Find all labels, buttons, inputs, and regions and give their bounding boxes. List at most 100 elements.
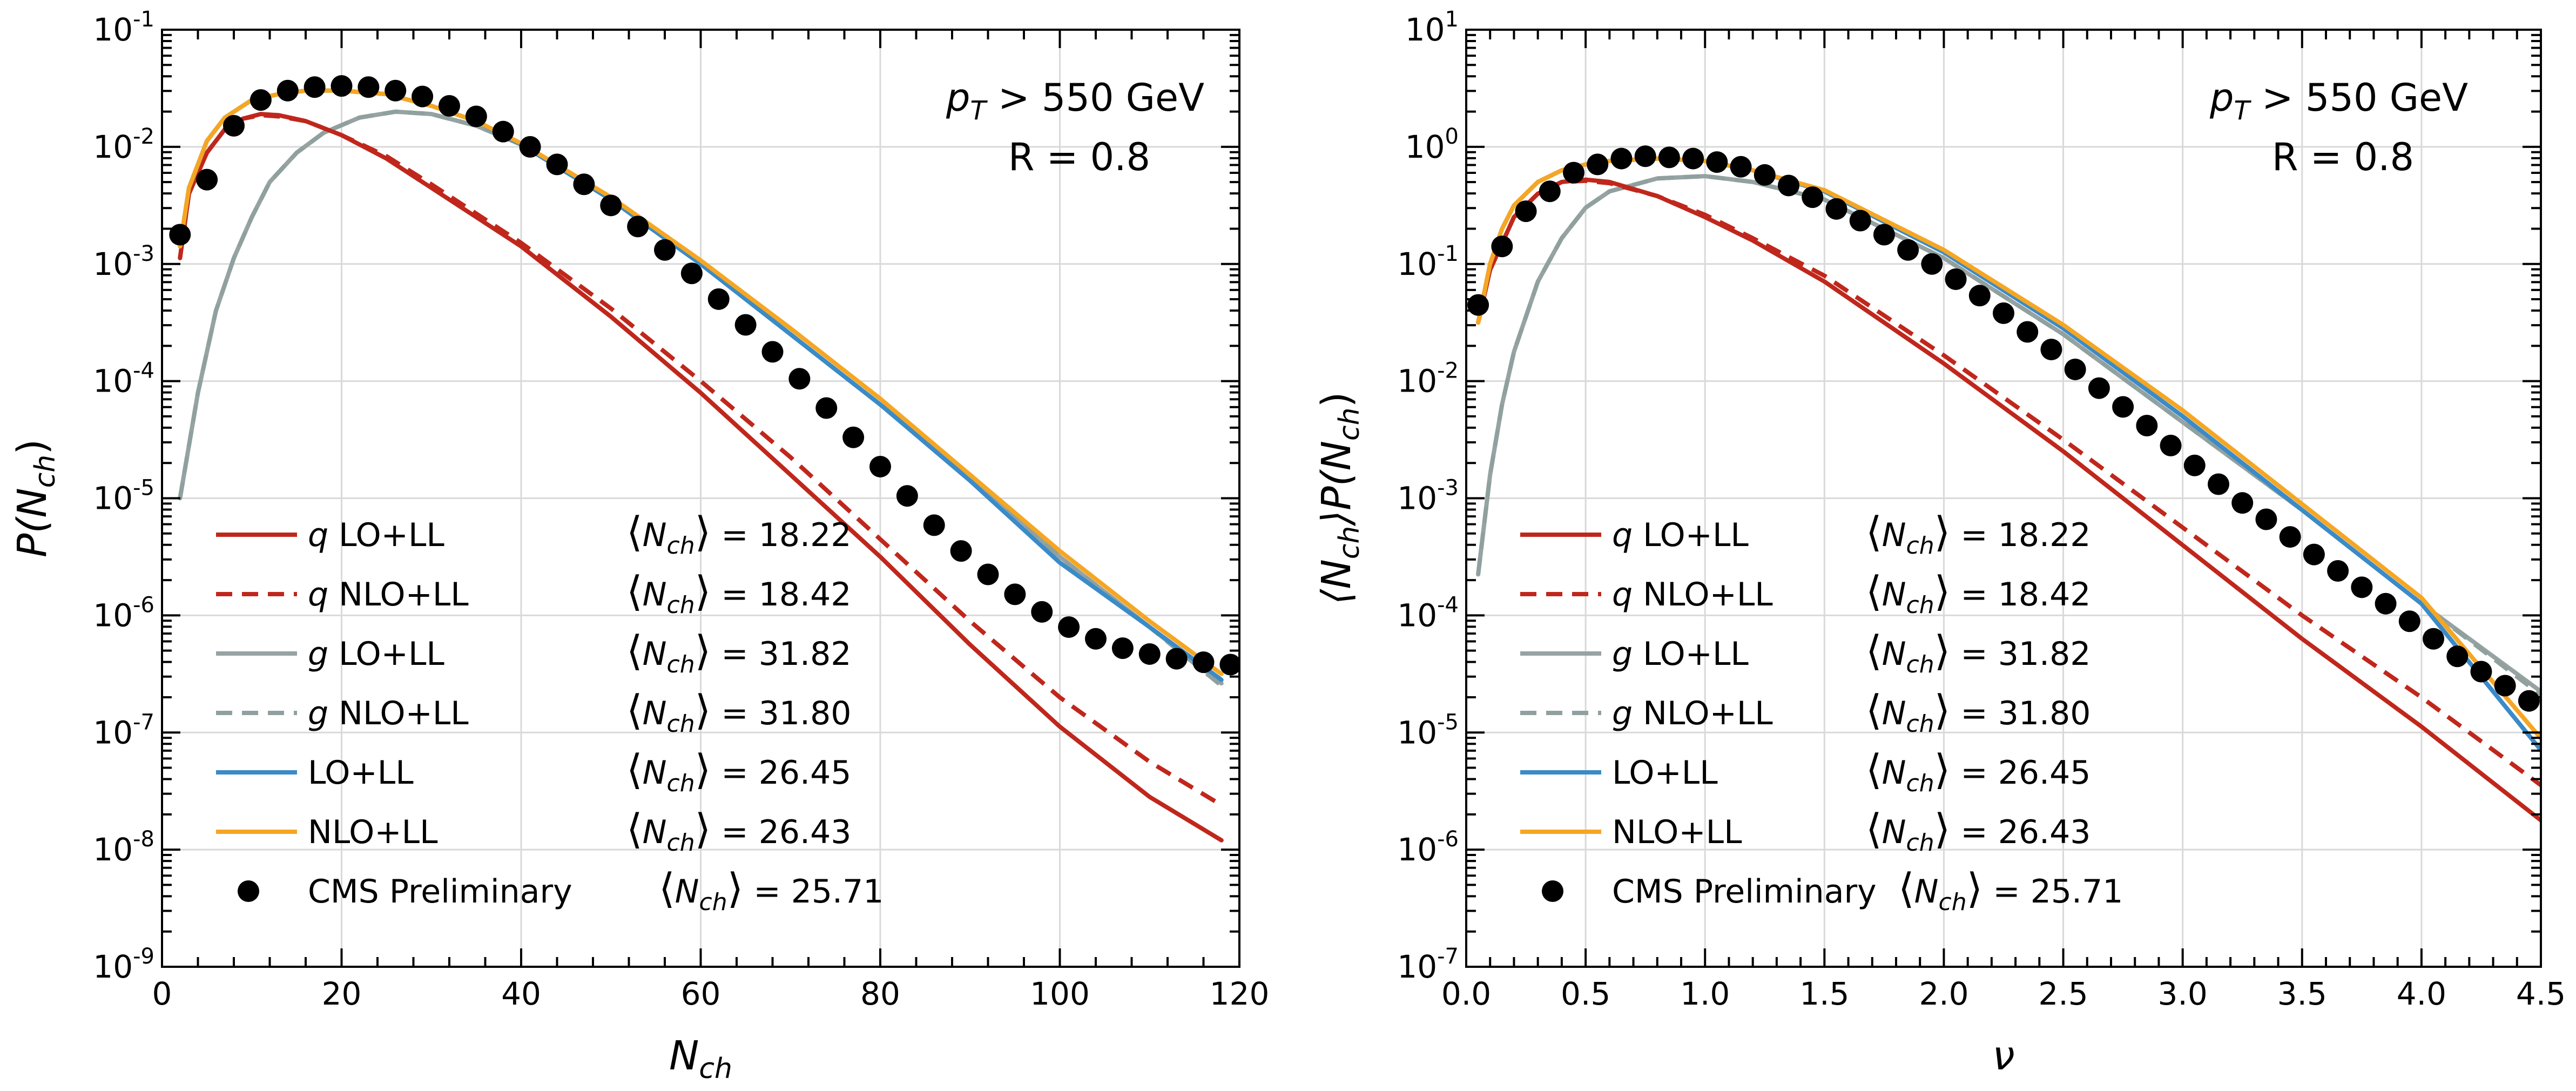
legend-marker-cms <box>238 880 259 902</box>
legend: q LO+LL ⟨Nch⟩ = 18.22q NLO+LL ⟨Nch⟩ = 18.4… <box>1520 508 2123 916</box>
mean-symbol: N <box>1882 635 1906 673</box>
mean-sub: ch <box>1906 770 1934 797</box>
legend-parton: g <box>1612 635 1633 673</box>
mean-value: = 18.42 <box>711 576 851 614</box>
mean-value: = 18.42 <box>1950 576 2091 614</box>
tick-exponent: -5 <box>133 476 154 501</box>
bracket-close: ⟩ <box>695 686 711 734</box>
data-point <box>1945 268 1967 290</box>
y-axis-label-mid: ⟩P(N <box>1313 441 1360 527</box>
bracket-open: ⟨ <box>626 745 643 793</box>
legend-parton: q <box>308 516 328 554</box>
y-tick-label: 10-6 <box>93 592 154 634</box>
mean-value: = 31.80 <box>711 695 851 732</box>
data-point <box>546 153 568 176</box>
data-point <box>1058 616 1080 638</box>
legend-mean: ⟨Nch⟩ = 25.71 <box>659 864 884 916</box>
tick-base: 10 <box>93 246 133 282</box>
bracket-close: ⟩ <box>1934 567 1951 615</box>
y-tick-label: 10-5 <box>93 476 154 517</box>
legend-mean: ⟨Nch⟩ = 26.45 <box>1866 745 2091 797</box>
mean-value: = 26.45 <box>711 754 851 792</box>
legend-label: CMS Preliminary <box>1612 873 1877 911</box>
mean-sub: ch <box>1906 710 1934 738</box>
data-point <box>519 136 541 158</box>
legend-label: CMS Preliminary <box>308 873 572 911</box>
mean-symbol: N <box>675 873 699 911</box>
tick-base: 10 <box>93 129 133 165</box>
tick-base: 10 <box>1397 597 1437 634</box>
legend-label: LO+LL <box>308 754 414 792</box>
y-tick-label: 100 <box>1405 124 1459 165</box>
radius-annotation: R = 0.8 <box>1008 135 1150 179</box>
x-axis-label-main: ν <box>1992 1033 2014 1079</box>
pt-subscript: T <box>2234 96 2251 126</box>
bracket-open: ⟨ <box>626 508 643 556</box>
bracket-open: ⟨ <box>626 686 643 734</box>
legend-order: CMS Preliminary <box>308 873 572 911</box>
y-axis-label-main: ⟨N <box>1313 559 1360 604</box>
x-tick-label: 80 <box>860 975 900 1012</box>
tick-exponent: -8 <box>133 827 154 852</box>
mean-symbol: N <box>1882 516 1906 554</box>
data-point <box>249 89 272 111</box>
tick-base: 10 <box>93 714 133 751</box>
data-point <box>439 95 460 117</box>
legend-label: g LO+LL <box>308 635 444 673</box>
legend-order: NLO+LL <box>328 695 469 732</box>
mean-sub: ch <box>667 532 695 560</box>
data-point <box>1682 147 1704 170</box>
legend-order: LO+LL <box>308 754 414 792</box>
tick-exponent: -3 <box>1437 476 1459 501</box>
data-point <box>1004 583 1026 605</box>
legend: q LO+LL ⟨Nch⟩ = 18.22q NLO+LL ⟨Nch⟩ = 18.4… <box>216 508 884 916</box>
tick-base: 10 <box>1397 246 1437 282</box>
pt-cut-annotation: pT > 550 GeV <box>2209 76 2468 126</box>
tick-exponent: -6 <box>133 592 154 617</box>
x-tick-label: 1.0 <box>1680 975 1730 1012</box>
mean-symbol: N <box>643 695 667 732</box>
data-point <box>815 397 838 419</box>
tick-base: 10 <box>1397 363 1437 400</box>
legend-mean: ⟨Nch⟩ = 25.71 <box>1898 864 2123 916</box>
tick-base: 10 <box>1397 831 1437 868</box>
tick-exponent: -6 <box>1437 827 1459 852</box>
pt-subscript: T <box>970 96 988 126</box>
data-point <box>2183 454 2206 476</box>
legend-parton: q <box>1612 576 1633 614</box>
mean-symbol: N <box>643 576 667 614</box>
mean-symbol: N <box>643 813 667 851</box>
legend-mean: ⟨Nch⟩ = 26.45 <box>626 745 851 797</box>
tick-exponent: -7 <box>1437 944 1459 969</box>
y-tick-label: 10-3 <box>1397 476 1459 517</box>
data-point <box>1165 648 1188 670</box>
data-point <box>1778 174 1799 197</box>
legend-label: q LO+LL <box>1612 516 1749 554</box>
tick-exponent: -3 <box>133 241 154 266</box>
legend-parton: g <box>308 695 328 732</box>
mean-sub: ch <box>667 770 695 797</box>
x-axis-label: ν <box>1992 1033 2014 1079</box>
data-point <box>788 368 811 390</box>
legend-parton: g <box>308 635 328 673</box>
legend-label: q NLO+LL <box>1612 576 1773 614</box>
bracket-open: ⟨ <box>1866 745 1882 793</box>
x-tick-label: 1.5 <box>1799 975 1849 1012</box>
data-point <box>1921 253 1943 275</box>
legend-marker-cms <box>1542 880 1563 902</box>
mean-symbol: N <box>1882 813 1906 851</box>
data-point <box>1587 153 1609 176</box>
data-point <box>1111 637 1134 659</box>
bracket-close: ⟩ <box>727 864 744 912</box>
y-tick-label: 10-7 <box>93 710 154 751</box>
data-point <box>2327 560 2349 582</box>
mean-value: = 25.71 <box>743 873 884 911</box>
tick-exponent: 0 <box>1445 124 1459 149</box>
mean-sub: ch <box>667 829 695 857</box>
data-point <box>331 75 353 97</box>
mean-sub: ch <box>1939 888 1967 916</box>
data-point <box>2494 675 2516 697</box>
legend-label: g LO+LL <box>1612 635 1749 673</box>
data-point <box>1849 210 1871 232</box>
